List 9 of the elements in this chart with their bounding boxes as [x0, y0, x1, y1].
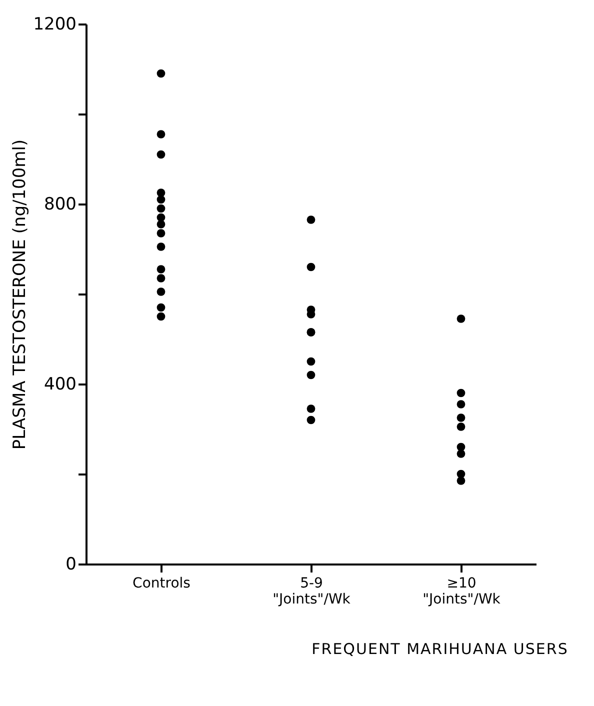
- y-tick-label: 400: [44, 374, 76, 394]
- x-tick-label: ≥10 "Joints"/Wk: [422, 576, 502, 608]
- text: FREQUENT MARIHUANA USERS: [310, 640, 570, 658]
- x-tick-label: Controls: [132, 576, 190, 592]
- x-tick-label: 5-9 "Joints"/Wk: [272, 576, 352, 608]
- y-axis-title: PLASMA TESTOSTERONE (ng/100ml): [10, 139, 30, 450]
- y-tick-label: 800: [44, 194, 76, 214]
- y-tick-label: 1200: [33, 14, 76, 34]
- y-tick-label: 0: [66, 554, 76, 574]
